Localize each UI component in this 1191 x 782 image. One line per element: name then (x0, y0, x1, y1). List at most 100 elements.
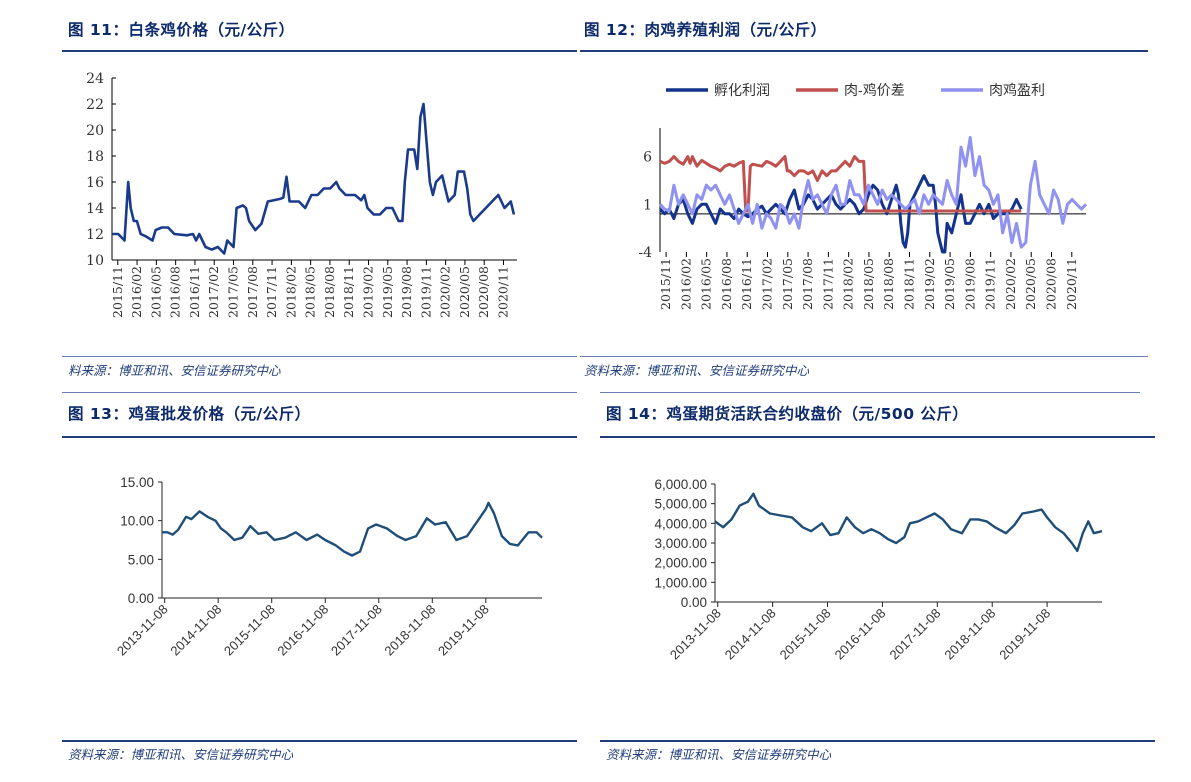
x-tick-label: 2016/08 (168, 266, 183, 318)
series-line (658, 136, 1088, 249)
fig12-bottom-rule (580, 356, 1148, 357)
x-tick-label: 2019/08 (399, 266, 414, 318)
x-tick-label: 2014-11-08 (722, 606, 779, 663)
x-tick-label: 2017-11-08 (886, 606, 943, 663)
fig13-bottom-rule (62, 740, 577, 742)
x-tick-label: 2018/02 (841, 258, 856, 310)
x-tick-label: 2020/08 (476, 266, 491, 318)
y-tick-label: 1,000.00 (654, 575, 707, 590)
fig14-title: 图 14：鸡蛋期货活跃合约收盘价（元/500 公斤） (606, 405, 969, 423)
x-tick-label: 2017/05 (226, 266, 241, 318)
series-line (112, 102, 516, 255)
y-tick-label: -4 (638, 245, 652, 261)
x-tick-label: 2018/08 (881, 258, 896, 310)
x-tick-label: 2020/11 (496, 266, 511, 318)
fig14-bottom-rule (600, 740, 1155, 742)
fig13-source: 资料来源：博亚和讯、安信证券研究中心 (68, 747, 294, 762)
series-line (162, 501, 543, 557)
y-tick-label: 18 (86, 149, 104, 165)
x-tick-label: 2019/02 (361, 266, 376, 318)
series-line (659, 155, 1022, 213)
legend-label: 孵化利润 (714, 83, 770, 99)
x-tick-label: 2015-11-08 (777, 606, 834, 663)
x-tick-label: 2020/02 (1003, 258, 1018, 310)
x-tick-label: 2016/08 (719, 258, 734, 310)
x-tick-label: 2017/08 (245, 266, 260, 318)
y-tick-label: 3,000.00 (654, 536, 707, 551)
fig11-title: 图 11：白条鸡价格（元/公斤） (68, 21, 295, 39)
fig12-source: 资料来源：博亚和讯、安信证券研究中心 (584, 363, 810, 378)
x-tick-label: 2018/05 (303, 266, 318, 318)
x-tick-label: 2019/08 (962, 258, 977, 310)
y-tick-label: 15.00 (120, 475, 154, 490)
x-tick-label: 2019/05 (380, 266, 395, 318)
y-tick-label: 6 (643, 150, 652, 166)
legend-label: 肉鸡盈利 (989, 82, 1045, 99)
x-tick-label: 2017/02 (760, 258, 775, 310)
x-tick-label: 2019/11 (418, 266, 433, 318)
fig14-upper-rule (600, 392, 1140, 393)
x-tick-label: 2018/08 (322, 266, 337, 318)
fig13-chart: 0.005.0010.0015.002013-11-082014-11-0820… (114, 475, 543, 659)
x-tick-label: 2016/11 (187, 266, 202, 318)
x-tick-label: 2017/05 (780, 258, 795, 310)
legend-label: 肉-鸡价差 (844, 82, 905, 99)
series-line (658, 174, 1023, 254)
y-tick-label: 20 (86, 123, 104, 139)
x-tick-label: 2018/11 (902, 258, 917, 310)
x-tick-label: 2015-11-08 (221, 602, 278, 659)
fig12-top-rule (580, 50, 1148, 52)
x-tick-label: 2017/08 (800, 258, 815, 310)
y-tick-label: 16 (86, 175, 104, 191)
x-tick-label: 2013-11-08 (114, 602, 171, 659)
x-tick-label: 2016-11-08 (832, 606, 889, 663)
x-tick-label: 2019/05 (942, 258, 957, 310)
x-tick-label: 2018/02 (283, 266, 298, 318)
fig14-top-rule (600, 436, 1155, 438)
x-tick-label: 2020/08 (1044, 258, 1059, 310)
y-tick-label: 22 (86, 97, 104, 113)
fig12-chart: 6 1 -4 2015/11 2016/02 2016/05 2016/08 2016/11 2… (638, 82, 1088, 310)
y-tick-label: 0.00 (128, 591, 154, 606)
fig11-top-rule (62, 50, 577, 52)
x-tick-label: 2020/02 (438, 266, 453, 318)
x-tick-label: 2016/02 (678, 258, 693, 310)
x-tick-label: 2013-11-08 (667, 606, 724, 663)
y-tick-label: 10 (86, 253, 104, 269)
x-tick-label: 2015/11 (110, 266, 125, 318)
fig11-source: 料来源：博亚和讯、安信证券研究中心 (68, 363, 281, 378)
y-tick-label: 4,000.00 (654, 516, 707, 531)
x-tick-label: 2019-11-08 (996, 606, 1053, 663)
x-tick-label: 2016-11-08 (274, 602, 331, 659)
fig13-title: 图 13：鸡蛋批发价格（元/公斤） (68, 405, 311, 423)
y-tick-label: 14 (86, 201, 104, 217)
y-tick-label: 12 (86, 227, 104, 243)
y-tick-label: 5,000.00 (654, 497, 707, 512)
y-tick-label: 10.00 (120, 514, 154, 529)
fig11-chart: 10 12 14 16 18 20 22 24 2015/11 2016/02 2016/05 201… (86, 71, 517, 318)
x-tick-label: 2020/05 (1023, 258, 1038, 310)
x-tick-label: 2014-11-08 (167, 602, 224, 659)
x-tick-label: 2019-11-08 (435, 602, 492, 659)
x-tick-label: 2017-11-08 (328, 602, 385, 659)
x-tick-label: 2018-11-08 (381, 602, 438, 659)
x-tick-label: 2016/05 (148, 266, 163, 318)
y-tick-label: 1 (643, 197, 652, 213)
x-tick-label: 2019/02 (922, 258, 937, 310)
x-tick-label: 2017/11 (820, 258, 835, 310)
x-tick-label: 2020/11 (1064, 258, 1079, 310)
fig11-bottom-rule (62, 356, 577, 357)
fig14-source: 资料来源：博亚和讯、安信证券研究中心 (606, 747, 832, 762)
x-tick-label: 2020/05 (457, 266, 472, 318)
x-tick-label: 2016/02 (129, 266, 144, 318)
x-tick-label: 2018/05 (861, 258, 876, 310)
x-tick-label: 2017/11 (264, 266, 279, 318)
x-tick-label: 2018/11 (341, 266, 356, 318)
y-tick-label: 6,000.00 (654, 477, 707, 492)
fig12-title: 图 12：肉鸡养殖利润（元/公斤） (584, 21, 827, 39)
y-tick-label: 0.00 (681, 595, 707, 610)
fig14-chart: 0.00 1,000.00 2,000.00 3,000.00 4,000.00 5,00… (654, 477, 1103, 663)
x-tick-label: 2017/02 (206, 266, 221, 318)
y-tick-label: 24 (86, 71, 104, 87)
y-tick-label: 2,000.00 (654, 556, 707, 571)
